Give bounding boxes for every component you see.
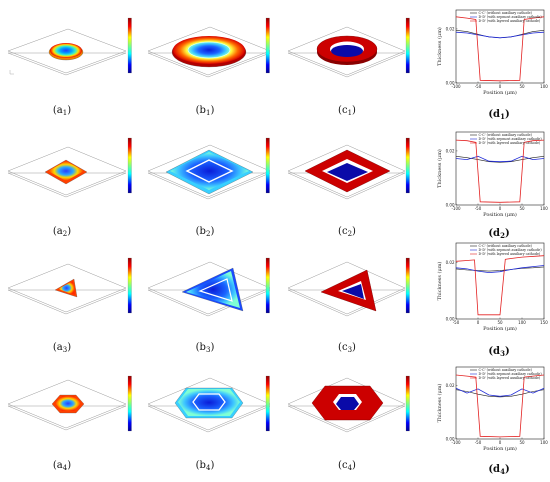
caption-d3: (d3) [488, 346, 509, 358]
x-tick-label: 50 [519, 206, 525, 211]
y-axis-label: Thickness (μm) [436, 262, 443, 301]
y-tick-label: 0.02 [446, 26, 455, 31]
dd-sepmost-line [455, 387, 545, 397]
plot-frame [455, 242, 545, 320]
y-axis-label: Thickness (μm) [436, 149, 443, 188]
panel-a3 [7, 257, 132, 315]
panel-c3 [287, 257, 410, 317]
dd-layered-line [455, 16, 545, 82]
x-axis-label: Position (μm) [483, 325, 517, 332]
x-tick-label: 100 [518, 320, 526, 325]
legend-label: C-C' (without auxiliary cathode) [479, 368, 533, 372]
caption-a3: (a3) [53, 342, 71, 354]
caption-a4: (a4) [53, 460, 71, 472]
x-tick-label: 100 [540, 206, 548, 211]
caption-d2: (d2) [488, 228, 509, 240]
plot-frame [455, 9, 545, 84]
y-tick-label: 0.00 [446, 316, 455, 321]
x-tick-label: 50 [519, 440, 525, 445]
legend-label: D-D' (with layered auxiliary cathode) [479, 252, 541, 256]
dd-sepmost-line [455, 265, 545, 274]
y-axis-label: Thickness (μm) [436, 384, 443, 423]
caption-b4: (b4) [196, 460, 215, 472]
dd-layered-line [455, 139, 545, 203]
plot-d3: -50 0 50 100 150 0.00 0.02 Position (μm) Thickne… [436, 242, 548, 332]
legend-label: D-D' (with layered auxiliary cathode) [479, 141, 541, 145]
plot-d4: -100 -50 0 50 100 0.00 0.02 Position (μm) Thickn… [436, 366, 548, 452]
dd-sepmost-line [455, 31, 545, 39]
caption-c2: (c2) [338, 226, 356, 238]
caption-b2: (b2) [196, 226, 215, 238]
panel-a2 [7, 137, 132, 198]
plot-frame [455, 366, 545, 440]
x-tick-label: 50 [519, 84, 525, 89]
legend-label: C-C' (without auxiliary cathode) [479, 244, 533, 248]
panel-a4 [7, 375, 132, 432]
panel-b2 [147, 137, 271, 200]
y-tick-label: 0.02 [446, 383, 455, 388]
panel-b1 [147, 17, 271, 78]
y-tick-label: 0.02 [446, 148, 455, 153]
legend-label: D-D' (with layered auxiliary cathode) [479, 19, 541, 23]
legend-label: D-D' (with sepmost auxiliary cathode) [479, 15, 543, 19]
y-tick-label: 0.00 [446, 202, 455, 207]
panel-b4 [147, 375, 271, 433]
legend-label: D-D' (with sepmost auxiliary cathode) [479, 372, 543, 376]
cc-line [455, 266, 545, 272]
caption-c1: (c1) [338, 105, 356, 117]
x-tick-label: 100 [540, 440, 548, 445]
cc-line [455, 389, 545, 398]
dd-layered-line [455, 374, 545, 438]
x-tick-label: -50 [475, 440, 482, 445]
x-tick-label: -100 [451, 84, 461, 89]
x-tick-label: 0 [499, 84, 502, 89]
x-axis-label: Position (μm) [483, 211, 517, 218]
legend-label: D-D' (with layered auxiliary cathode) [479, 376, 541, 380]
caption-c4: (c4) [338, 460, 356, 472]
plot-d2: -100 -50 0 50 100 0.00 0.02 Position (μm) Thickn… [436, 131, 548, 218]
y-tick-label: 0.02 [446, 260, 455, 265]
panel-c4 [287, 375, 410, 433]
legend-label: C-C' (without auxiliary cathode) [479, 11, 533, 15]
dd-sepmost-line [455, 155, 545, 163]
caption-a1: (a1) [53, 105, 71, 117]
caption-d4: (d4) [488, 464, 509, 476]
x-tick-label: -100 [451, 440, 461, 445]
caption-c3: (c3) [338, 342, 356, 354]
x-tick-label: -50 [453, 320, 460, 325]
y-tick-label: 0.00 [446, 436, 455, 441]
x-tick-label: 0 [499, 440, 502, 445]
caption-b1: (b1) [196, 105, 215, 117]
x-axis-label: Position (μm) [483, 89, 517, 96]
plot-d1: -100 -50 0 50 100 0.00 0.02 Position (μm) Thickn… [436, 9, 548, 96]
x-tick-label: -100 [451, 206, 461, 211]
x-axis-label: Position (μm) [483, 445, 517, 452]
legend-label: D-D' (with sepmost auxiliary cathode) [479, 137, 543, 141]
x-tick-label: 50 [497, 320, 503, 325]
y-axis-label: Thickness (μm) [436, 27, 443, 66]
plot-frame [455, 131, 545, 206]
panel-c2 [287, 137, 410, 200]
caption-b3: (b3) [196, 342, 215, 354]
caption-a2: (a2) [53, 226, 71, 238]
panel-b3 [147, 257, 271, 317]
dd-layered-line [455, 255, 545, 316]
x-tick-label: 150 [540, 320, 548, 325]
caption-d1: (d1) [488, 109, 509, 121]
x-tick-label: 100 [540, 84, 548, 89]
legend-label: D-D' (with sepmost auxiliary cathode) [479, 248, 543, 252]
x-tick-label: -50 [475, 206, 482, 211]
x-tick-label: -50 [475, 84, 482, 89]
x-tick-label: 0 [477, 320, 480, 325]
panel-c1 [287, 17, 410, 78]
x-tick-label: 0 [499, 206, 502, 211]
y-tick-label: 0.00 [446, 80, 455, 85]
legend-label: C-C' (without auxiliary cathode) [479, 133, 533, 137]
panel-a1 [7, 17, 132, 76]
